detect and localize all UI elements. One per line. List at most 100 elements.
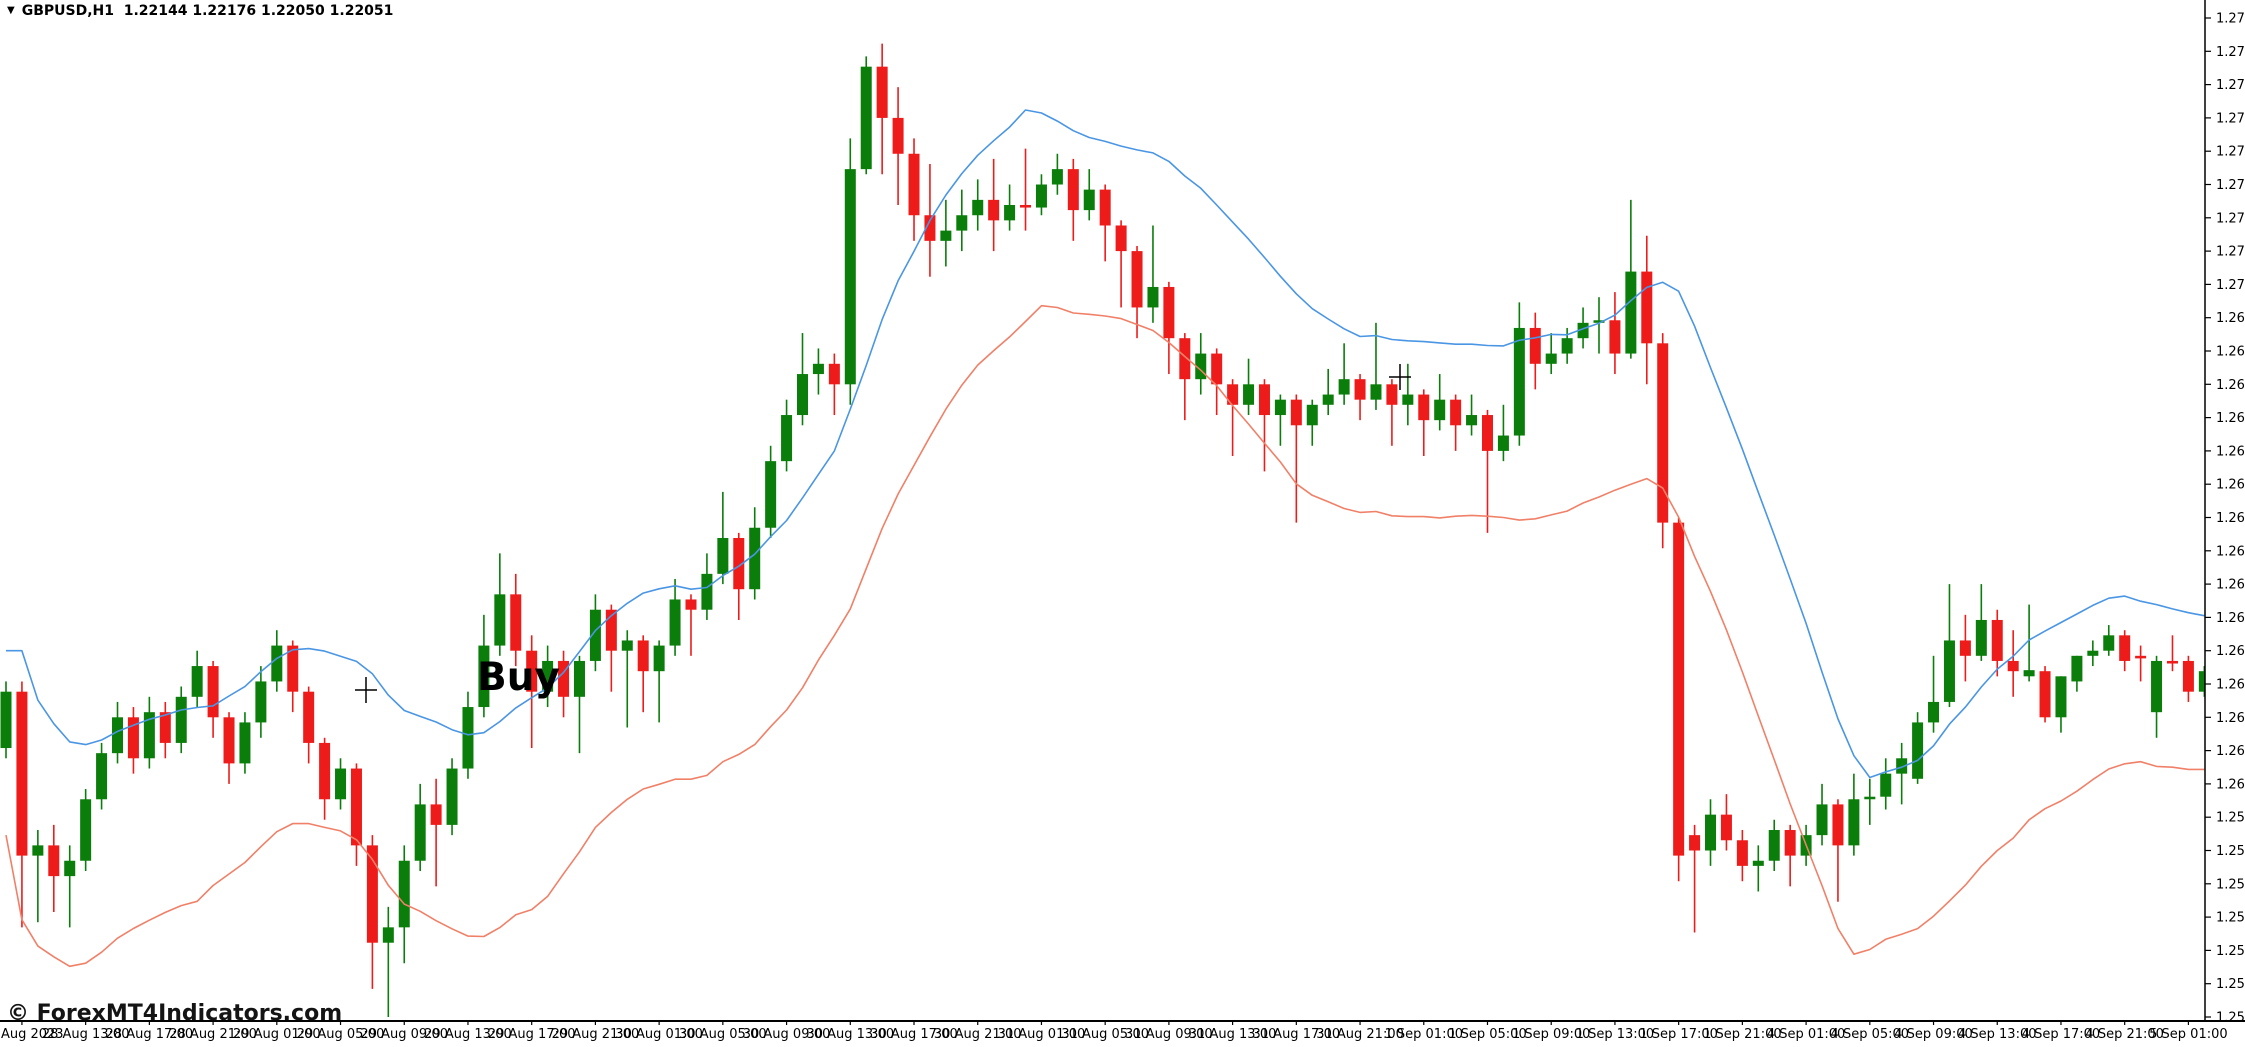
- symbol-ohlc-text: GBPUSD,H1 1.22144 1.22176 1.22050 1.2205…: [21, 3, 394, 19]
- candle-body: [2039, 671, 2051, 718]
- candle-body: [1816, 804, 1828, 836]
- candle-body: [1975, 619, 1987, 656]
- price-tick-label: 1.25780: [2216, 911, 2245, 926]
- time-tick-label: 30 Aug 17:00: [870, 1027, 958, 1042]
- candle-body: [175, 696, 187, 743]
- candle-body: [653, 645, 665, 672]
- candle-body: [988, 199, 1000, 221]
- candle-body: [1561, 338, 1573, 354]
- candle-body: [621, 640, 633, 651]
- price-tick-label: 1.25650: [2216, 977, 2245, 992]
- candle-body: [1466, 415, 1478, 426]
- candle-body: [112, 717, 124, 754]
- candle-body: [1768, 830, 1780, 861]
- time-tick-label: 28 Aug 17:00: [106, 1027, 194, 1042]
- candle-body: [1943, 640, 1955, 702]
- candle-body: [828, 363, 840, 385]
- price-tick-label: 1.26625: [2216, 478, 2245, 493]
- price-tick-label: 1.26950: [2216, 311, 2245, 326]
- time-tick-label: 30 Aug 13:00: [806, 1027, 894, 1042]
- candle-body: [1736, 840, 1748, 866]
- chevron-down-icon[interactable]: ▼: [7, 5, 15, 16]
- candle-body: [2135, 655, 2147, 659]
- price-tick-label: 1.26690: [2216, 444, 2245, 459]
- candle-body: [1402, 394, 1414, 405]
- candle-body: [1832, 804, 1844, 846]
- candle-body: [812, 363, 824, 375]
- time-tick-label: 4 Sep 17:00: [2022, 1027, 2101, 1042]
- price-tick-label: 1.26430: [2216, 578, 2245, 593]
- candle-body: [765, 461, 777, 528]
- time-tick-label: 29 Aug 13:00: [424, 1027, 512, 1042]
- candle-body: [1099, 189, 1111, 226]
- candle-body: [271, 645, 283, 682]
- candle-body: [1035, 184, 1047, 208]
- candle-body: [844, 169, 856, 385]
- price-tick-label: 1.27470: [2216, 45, 2245, 60]
- candle-body: [2166, 660, 2178, 664]
- candle-body: [1131, 251, 1143, 308]
- candle-body: [398, 860, 410, 928]
- time-tick-label: 28 Aug 2023: [0, 1027, 64, 1042]
- candle-body: [1880, 773, 1892, 797]
- candle-body: [1258, 384, 1270, 416]
- price-tick-label: 1.27340: [2216, 111, 2245, 126]
- candle-body: [1529, 327, 1541, 364]
- time-tick-label: 29 Aug 01:00: [233, 1027, 321, 1042]
- price-tick-label: 1.25715: [2216, 944, 2245, 959]
- candle-body: [1593, 320, 1605, 323]
- candle-body: [494, 594, 506, 646]
- candle-body: [48, 845, 60, 877]
- candle-body: [350, 768, 362, 846]
- candle-body: [159, 712, 171, 743]
- time-tick-label: 5 Sep 01:00: [2149, 1027, 2228, 1042]
- candle-body: [1338, 379, 1350, 395]
- price-tick-label: 1.27015: [2216, 278, 2245, 293]
- candle-body: [414, 804, 426, 861]
- price-tick-label: 1.26105: [2216, 744, 2245, 759]
- time-tick-label: 28 Aug 21:00: [169, 1027, 257, 1042]
- candle-body: [1991, 619, 2003, 661]
- time-tick-label: 31 Aug 05:00: [1061, 1027, 1149, 1042]
- candle-body: [2151, 660, 2163, 713]
- candle-body: [589, 609, 601, 661]
- candle-body: [1051, 169, 1063, 185]
- candle-body: [1625, 271, 1637, 354]
- time-tick-label: 29 Aug 09:00: [360, 1027, 448, 1042]
- candle-body: [462, 707, 474, 769]
- candle-body: [1354, 379, 1366, 400]
- time-tick-label: 4 Sep 05:00: [1831, 1027, 1910, 1042]
- candle-body: [510, 594, 522, 651]
- candle-body: [1752, 860, 1764, 866]
- candle-body: [2119, 635, 2131, 661]
- price-tick-label: 1.27210: [2216, 178, 2245, 193]
- price-tick-label: 1.26755: [2216, 411, 2245, 426]
- price-tick-label: 1.26820: [2216, 378, 2245, 393]
- plot-area[interactable]: [0, 0, 2205, 1021]
- candle-body: [303, 691, 315, 743]
- candle-body: [876, 66, 888, 118]
- candle-body: [1864, 796, 1876, 800]
- time-tick-label: 1 Sep 05:00: [1448, 1027, 1527, 1042]
- candle-body: [478, 645, 490, 708]
- time-tick-label: 1 Sep 13:00: [1576, 1027, 1655, 1042]
- time-tick-label: 4 Sep 09:00: [1894, 1027, 1973, 1042]
- time-tick-label: 30 Aug 09:00: [743, 1027, 831, 1042]
- candle-body: [749, 527, 761, 590]
- candle-body: [733, 537, 745, 590]
- candle-body: [2087, 650, 2099, 656]
- candle-body: [860, 66, 872, 170]
- candle-body: [1227, 384, 1239, 405]
- candle-body: [924, 215, 936, 241]
- time-tick-label: 31 Aug 09:00: [1125, 1027, 1213, 1042]
- candle-body: [32, 845, 44, 856]
- candle-body: [335, 768, 347, 800]
- symbol-ohlc-header[interactable]: ▼ GBPUSD,H1 1.22144 1.22176 1.22050 1.22…: [7, 3, 393, 19]
- candle-body: [1959, 640, 1971, 656]
- candle-body: [956, 215, 968, 231]
- candle-body: [1673, 522, 1685, 856]
- candle-body: [96, 753, 108, 800]
- candle-body: [143, 712, 155, 759]
- buy-annotation: Buy: [477, 655, 560, 700]
- candle-body: [940, 230, 952, 241]
